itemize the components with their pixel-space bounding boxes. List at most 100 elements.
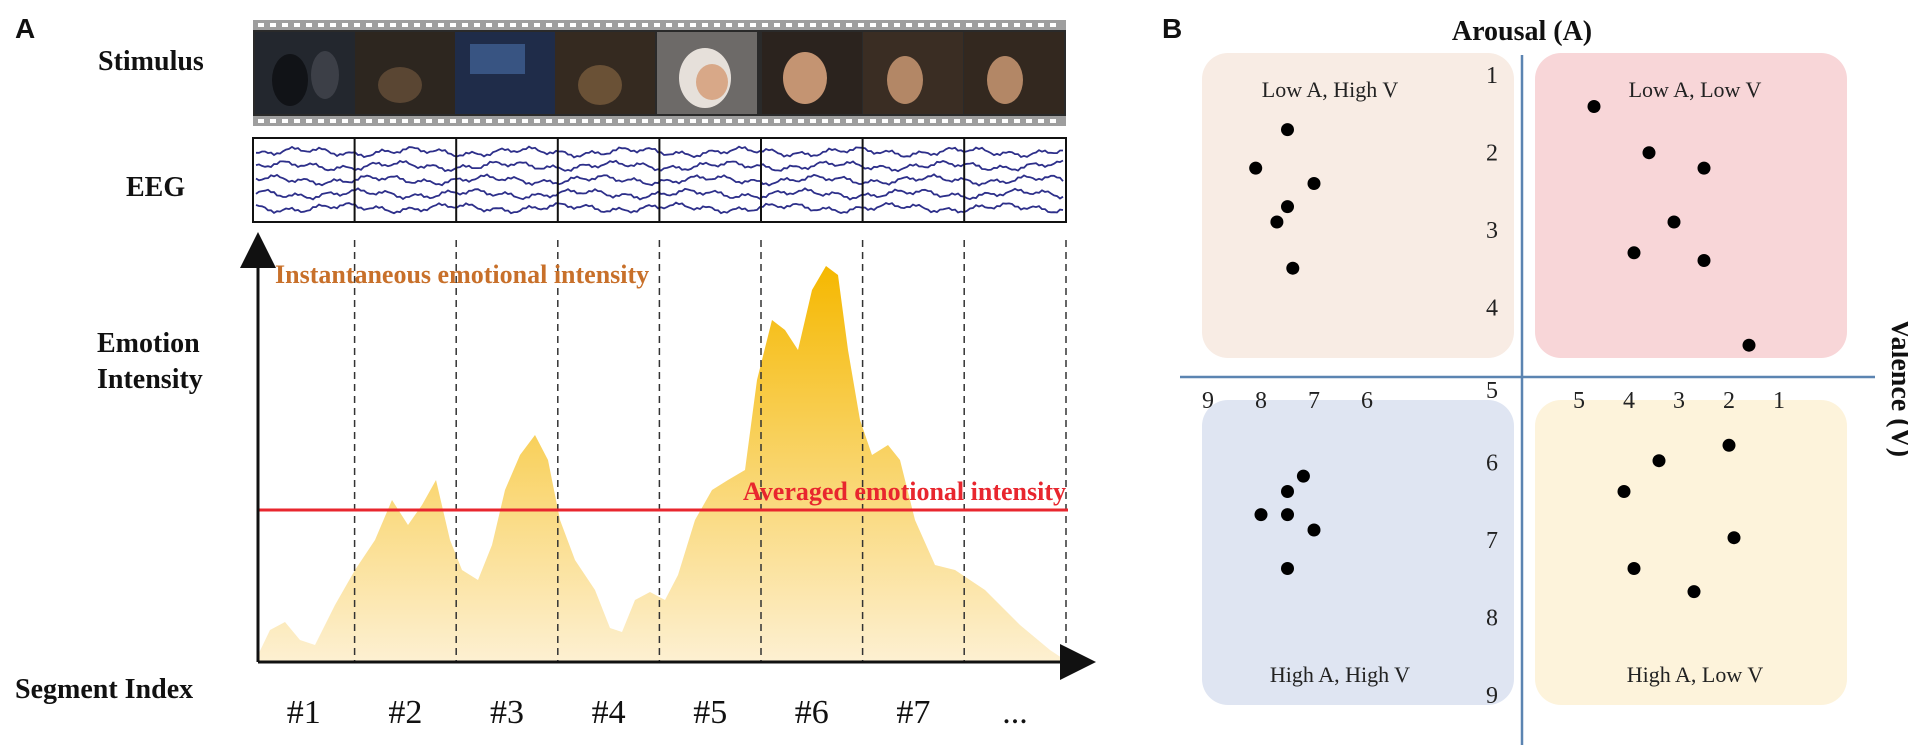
valence-axis-title: Valence (V) [1885, 319, 1908, 457]
perforation-hole [882, 23, 888, 27]
scatter-point [1697, 161, 1711, 175]
perforation-hole [630, 119, 636, 123]
perforation-hole [1002, 23, 1008, 27]
perforation-hole [270, 23, 276, 27]
perforation-hole [342, 23, 348, 27]
perforation-hole [330, 119, 336, 123]
segment-label: ... [1002, 694, 1028, 731]
perforation-hole [618, 23, 624, 27]
perforation-hole [702, 23, 708, 27]
scatter-point [1281, 123, 1294, 137]
valence-tick: 3 [1673, 388, 1685, 414]
perforation-hole [402, 119, 408, 123]
perforation-hole [366, 23, 372, 27]
scatter-point [1697, 254, 1711, 267]
perforation-hole [318, 23, 324, 27]
perforation-hole [906, 23, 912, 27]
stimulus-film-strip [253, 20, 1066, 126]
perforation-hole [654, 23, 660, 27]
perforation-hole [666, 119, 672, 123]
perforation-hole [546, 119, 552, 123]
perforation-hole [594, 119, 600, 123]
perforation-hole [954, 119, 960, 123]
valence-tick-labels-left: 9 8 7 6 [1202, 388, 1373, 414]
perforation-hole [738, 119, 744, 123]
perforation-hole [918, 119, 924, 123]
arousal-tick: 6 [1486, 451, 1498, 477]
arousal-tick: 3 [1486, 218, 1498, 244]
scatter-point [1587, 100, 1601, 113]
perforation-hole [426, 23, 432, 27]
perforation-hole [1038, 119, 1044, 123]
valence-tick-labels-right: 5 4 3 2 1 [1573, 388, 1785, 414]
perforation-hole [390, 23, 396, 27]
scatter-points [1249, 100, 1756, 599]
segment-index-label: Segment Index [15, 674, 193, 705]
scatter-point [1617, 485, 1631, 498]
perforation-hole [366, 119, 372, 123]
perforation-hole [486, 119, 492, 123]
scatter-point [1722, 438, 1736, 452]
perforation-hole [378, 23, 384, 27]
scatter-point [1281, 200, 1294, 214]
perforation-hole [954, 23, 960, 27]
arousal-tick: 8 [1486, 606, 1498, 632]
perforation-hole [402, 23, 408, 27]
segment-label: #5 [693, 694, 727, 731]
perforation-hole [738, 23, 744, 27]
segment-label: #2 [388, 694, 422, 731]
panel-b-letter: B [1162, 13, 1182, 44]
valence-tick: 6 [1361, 388, 1373, 414]
perforation-hole [474, 119, 480, 123]
perforation-hole [690, 23, 696, 27]
perforation-hole [654, 119, 660, 123]
perforation-hole [798, 23, 804, 27]
perforation-hole [414, 119, 420, 123]
perforation-hole [834, 23, 840, 27]
perforation-hole [786, 119, 792, 123]
emotion-intensity-label-line1: Emotion [97, 328, 200, 359]
scatter-point [1687, 585, 1701, 599]
quadrant-low-a-high-v [1202, 53, 1514, 358]
scatter-point [1307, 523, 1321, 537]
panel-a-letter: A [15, 13, 35, 44]
scatter-point [1652, 454, 1666, 468]
perforation-hole [762, 23, 768, 27]
scatter-point [1642, 146, 1656, 160]
segment-dividers [353, 240, 1067, 662]
segment-label: #4 [592, 694, 626, 731]
perforation-hole [810, 23, 816, 27]
arousal-axis-title: Arousal (A) [1452, 16, 1592, 47]
perforation-hole [342, 119, 348, 123]
perforation-hole [450, 23, 456, 27]
perforation-hole [906, 119, 912, 123]
quadrant-label-bottom-left: High A, High V [1270, 662, 1410, 687]
perforation-hole [1026, 23, 1032, 27]
perforation-hole [498, 119, 504, 123]
perforation-hole [714, 23, 720, 27]
perforation-hole [870, 23, 876, 27]
eeg-panel [252, 137, 1067, 223]
quadrant-label-bottom-right: High A, Low V [1627, 662, 1764, 687]
perforation-hole [414, 23, 420, 27]
perforation-hole [774, 119, 780, 123]
perforation-hole [702, 119, 708, 123]
arousal-tick: 1 [1486, 63, 1498, 89]
perforation-hole [678, 119, 684, 123]
perforation-hole [570, 23, 576, 27]
perforation-hole [1026, 119, 1032, 123]
perforation-hole [282, 119, 288, 123]
segment-label: #6 [795, 694, 829, 731]
perforation-hole [750, 23, 756, 27]
arousal-tick: 4 [1486, 296, 1498, 322]
perforation-hole [834, 119, 840, 123]
perforation-hole [378, 119, 384, 123]
perforation-hole [990, 119, 996, 123]
perforation-hole [714, 119, 720, 123]
perforation-hole [390, 119, 396, 123]
film-perforation-holes [258, 23, 1056, 123]
perforation-hole [810, 119, 816, 123]
perforation-hole [894, 119, 900, 123]
scatter-point [1742, 338, 1756, 352]
